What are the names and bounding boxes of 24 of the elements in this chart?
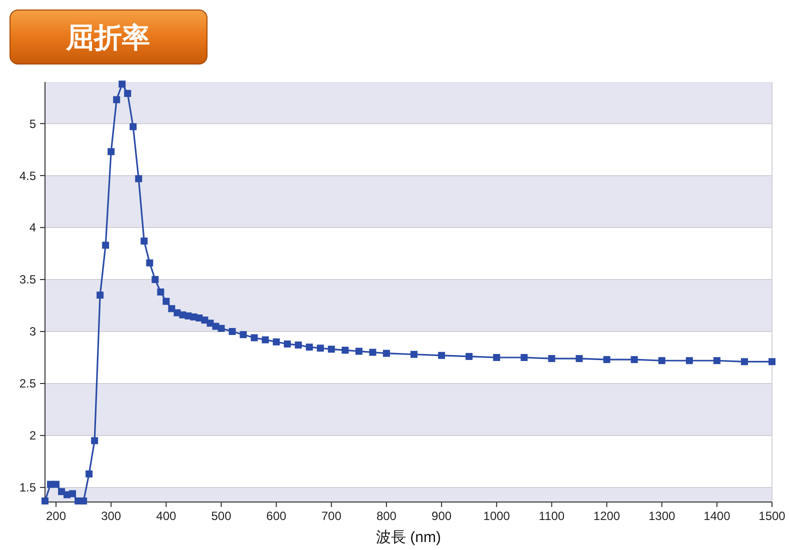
y-tick-label: 2 (29, 428, 36, 443)
x-tick-label: 300 (101, 509, 122, 523)
x-tick-label: 1300 (648, 509, 676, 523)
x-tick-label: 1000 (483, 509, 510, 523)
x-tick-label: 900 (432, 509, 452, 523)
x-tick-label: 1200 (593, 509, 620, 523)
y-tick-label: 4 (29, 220, 36, 235)
chart-title: 屈折率 (65, 22, 150, 53)
x-tick-label: 800 (376, 509, 397, 523)
x-tick-label: 1500 (758, 509, 786, 523)
x-tick-label: 400 (156, 509, 176, 523)
x-tick-label: 1100 (538, 509, 565, 523)
y-tick-label: 4.5 (19, 168, 36, 183)
x-tick-label: 200 (46, 509, 66, 523)
y-tick-label: 5 (29, 116, 36, 131)
x-tick-label: 500 (211, 509, 232, 523)
y-tick-label: 1.5 (19, 480, 36, 495)
x-tick-label: 1400 (704, 509, 731, 523)
y-tick-label: 3.5 (19, 272, 36, 287)
x-tick-label: 600 (266, 509, 287, 523)
y-tick-label: 3 (29, 324, 36, 339)
y-tick-label: 2.5 (19, 376, 36, 391)
x-axis-title: 波長 (nm) (376, 529, 441, 546)
x-tick-label: 700 (321, 509, 342, 523)
